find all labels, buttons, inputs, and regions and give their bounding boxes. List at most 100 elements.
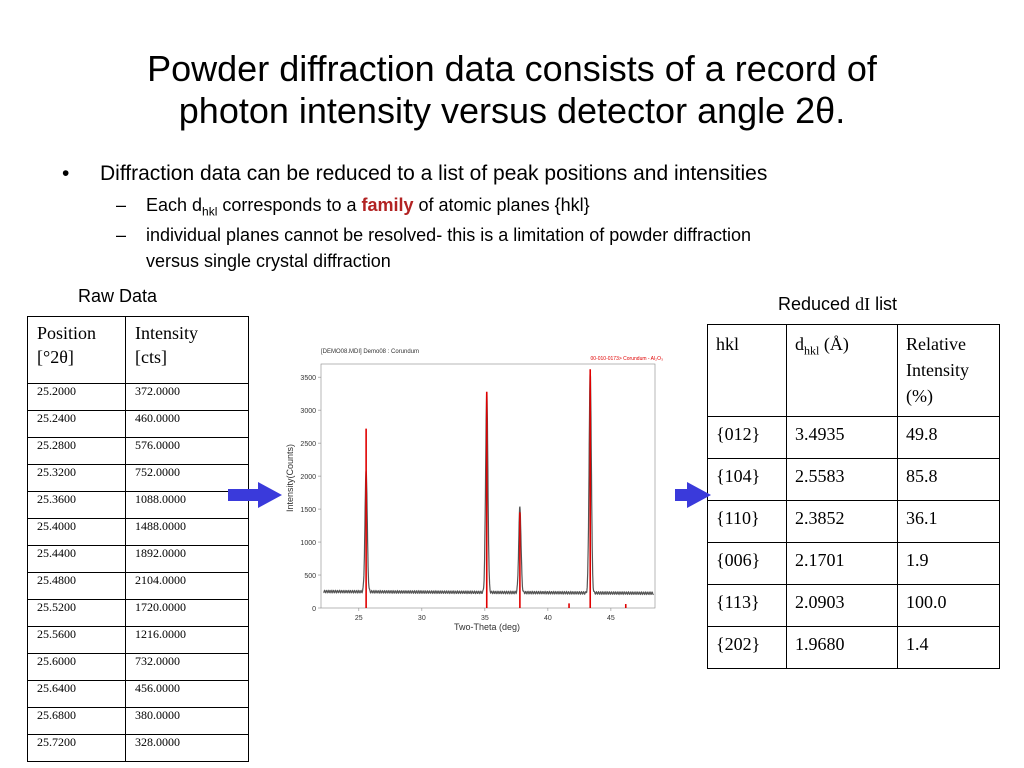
raw-data-label: Raw Data	[78, 286, 158, 306]
reduced-label-post: list	[870, 294, 898, 314]
position-cell: 25.5200	[27, 599, 126, 627]
position-cell: 25.2400	[27, 410, 126, 438]
table-row: 25.4400 1892.0000	[27, 545, 249, 573]
table-row: 25.6000 732.0000	[27, 653, 249, 681]
table-row: 25.6800 380.0000	[27, 707, 249, 735]
relative-intensity-cell: 85.8	[897, 458, 1000, 501]
d-spacing-header: dhkl (Å)	[786, 324, 898, 417]
relative-intensity-cell: 36.1	[897, 500, 1000, 543]
relative-intensity-cell: 100.0	[897, 584, 1000, 627]
header-line: (%)	[906, 386, 933, 406]
position-cell: 25.2000	[27, 383, 126, 411]
x-tick-label: 25	[355, 615, 363, 622]
pattern-series-line	[323, 370, 654, 596]
header-line: Relative	[906, 334, 966, 354]
position-cell: 25.5600	[27, 626, 126, 654]
hkl-subscript: hkl	[202, 204, 218, 219]
d-spacing-cell: 2.1701	[786, 542, 898, 585]
table-row: {104} 2.5583 85.8	[707, 458, 1000, 501]
table-row: 25.2800 576.0000	[27, 437, 249, 465]
xrd-pattern-chart: [DEMO08.MDI] Demo08 : Corundum 00-010-01…	[283, 328, 675, 638]
y-tick-label: 1500	[300, 507, 316, 514]
intensity-cell: 328.0000	[125, 734, 249, 762]
slide-title: Powder diffraction data consists of a re…	[0, 48, 1024, 132]
relative-intensity-cell: 1.9	[897, 542, 1000, 585]
intensity-cell: 380.0000	[125, 707, 249, 735]
relative-intensity-header: Relative Intensity (%)	[897, 324, 1000, 417]
arrow-right-icon	[228, 482, 282, 508]
intensity-cell: 456.0000	[125, 680, 249, 708]
intensity-cell: 1488.0000	[125, 518, 249, 546]
bullet-list: • Diffraction data can be reduced to a l…	[62, 160, 962, 274]
table-row: 25.6400 456.0000	[27, 680, 249, 708]
hkl-cell: {012}	[707, 416, 787, 459]
relative-intensity-cell: 1.4	[897, 626, 1000, 669]
hkl-cell: {202}	[707, 626, 787, 669]
hkl-header: hkl	[707, 324, 787, 417]
header-line: Intensity	[135, 323, 198, 343]
x-tick-label: 35	[481, 615, 489, 622]
hkl-cell: {104}	[707, 458, 787, 501]
header-angstrom: (Å)	[819, 334, 849, 354]
table-header-row: Position [°2θ] Intensity [cts]	[27, 316, 249, 384]
header-line: [°2θ]	[37, 347, 74, 367]
position-cell: 25.4800	[27, 572, 126, 600]
header-line: Intensity	[906, 360, 969, 380]
position-cell: 25.4000	[27, 518, 126, 546]
x-axis-label: Two-Theta (deg)	[454, 622, 520, 632]
chart-title: [DEMO08.MDI] Demo08 : Corundum	[321, 349, 419, 355]
y-tick-label: 1000	[300, 540, 316, 547]
sub-bullet-marker: –	[116, 225, 127, 245]
sub-bullet-text-2a: individual planes cannot be resolved- th…	[146, 225, 752, 245]
y-tick-label: 3000	[300, 408, 316, 415]
intensity-header: Intensity [cts]	[125, 316, 249, 384]
header-hkl-sub: hkl	[804, 343, 820, 358]
bullet-marker: •	[62, 162, 70, 185]
d-spacing-cell: 1.9680	[786, 626, 898, 669]
position-cell: 25.4400	[27, 545, 126, 573]
text-each-d: Each d	[146, 195, 203, 215]
hkl-cell: {110}	[707, 500, 787, 543]
bullet-text: Diffraction data can be reduced to a lis…	[100, 162, 768, 185]
text-corresponds: corresponds to a	[217, 195, 362, 215]
intensity-cell: 1720.0000	[125, 599, 249, 627]
position-cell: 25.7200	[27, 734, 126, 762]
title-line-2: photon intensity versus detector angle 2…	[178, 90, 846, 131]
table-row: 25.3200 752.0000	[27, 464, 249, 492]
position-cell: 25.6800	[27, 707, 126, 735]
intensity-cell: 460.0000	[125, 410, 249, 438]
intensity-cell: 372.0000	[125, 383, 249, 411]
x-tick-label: 30	[418, 615, 426, 622]
y-tick-label: 0	[312, 606, 316, 613]
table-row: 25.5200 1720.0000	[27, 599, 249, 627]
sub-bullet-text-2b: versus single crystal diffraction	[146, 251, 391, 271]
d-spacing-cell: 3.4935	[786, 416, 898, 459]
position-cell: 25.6400	[27, 680, 126, 708]
text-atomic-planes: of atomic planes {hkl}	[413, 195, 590, 215]
reduced-list-body: {012} 3.4935 49.8 {104} 2.5583 85.8 {110} 2.385…	[707, 416, 1000, 669]
table-row: {110} 2.3852 36.1	[707, 500, 1000, 543]
y-tick-label: 500	[304, 573, 316, 580]
y-tick-label: 2500	[300, 441, 316, 448]
intensity-cell: 732.0000	[125, 653, 249, 681]
title-line-1: Powder diffraction data consists of a re…	[147, 48, 877, 89]
table-row: 25.4800 2104.0000	[27, 572, 249, 600]
header-line: Position	[37, 323, 97, 343]
table-row: {113} 2.0903 100.0	[707, 584, 1000, 627]
position-cell: 25.3600	[27, 491, 126, 519]
y-tick-label: 3500	[300, 375, 316, 382]
reduced-label-pre: Reduced	[778, 294, 856, 314]
intensity-cell: 1216.0000	[125, 626, 249, 654]
position-header: Position [°2θ]	[27, 316, 126, 384]
table-row: 25.5600 1216.0000	[27, 626, 249, 654]
relative-intensity-cell: 49.8	[897, 416, 1000, 459]
intensity-cell: 1892.0000	[125, 545, 249, 573]
intensity-cell: 2104.0000	[125, 572, 249, 600]
table-row: 25.2000 372.0000	[27, 383, 249, 411]
y-axis-label: Intensity(Counts)	[285, 444, 295, 512]
table-row: 25.2400 460.0000	[27, 410, 249, 438]
table-row: {202} 1.9680 1.4	[707, 626, 1000, 669]
raw-data-body: 25.2000 372.0000 25.2400 460.0000 25.2800 576…	[27, 383, 249, 762]
sub-bullet-item: – Each dhkl corresponds to a family of a…	[62, 192, 962, 218]
raw-data-table: Position [°2θ] Intensity [cts] 25.2000 372.…	[27, 316, 249, 762]
